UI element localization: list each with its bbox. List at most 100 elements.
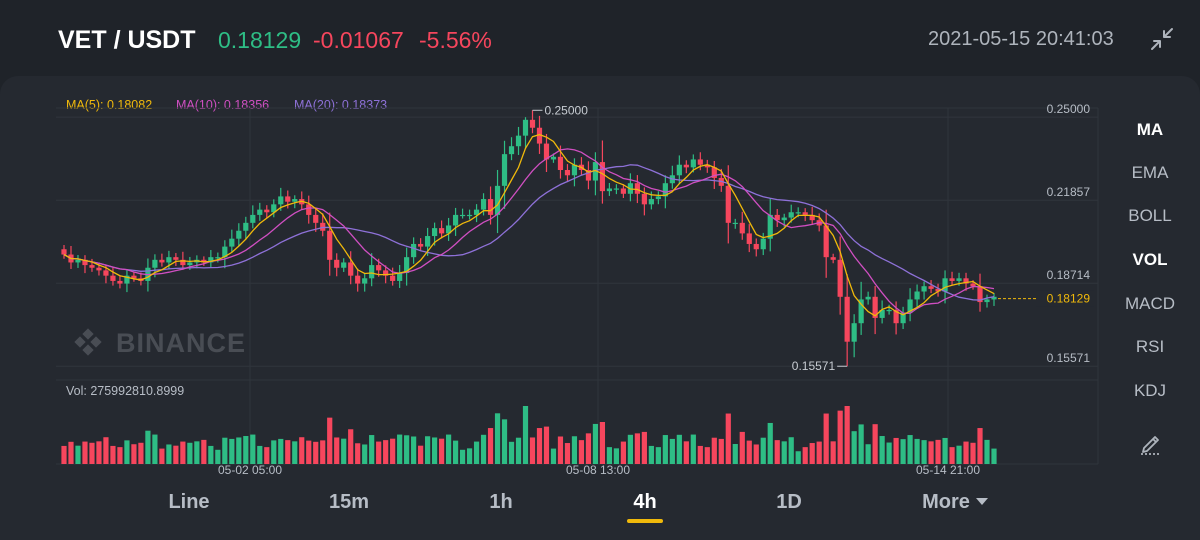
candle [376, 265, 382, 271]
side-vol[interactable]: VOL [1132, 250, 1168, 269]
volume-bar [592, 423, 599, 464]
candle [634, 183, 640, 194]
volume-bar [487, 428, 494, 464]
volume-bar [634, 433, 640, 464]
volume-bar [942, 437, 948, 464]
candle [404, 257, 410, 274]
ma10-line [63, 148, 995, 315]
candle [390, 275, 396, 281]
candle [774, 214, 780, 221]
volume-bar [515, 437, 522, 464]
timeframe-1d[interactable]: 1D [776, 491, 802, 513]
side-macd[interactable]: MACD [1124, 294, 1176, 313]
volume-bar [110, 445, 116, 464]
pair-title[interactable]: VET / USDT [58, 26, 196, 54]
candles [61, 110, 997, 367]
volume-bar [376, 441, 382, 464]
candle [166, 257, 172, 263]
volume-bar [606, 447, 613, 464]
side-ma[interactable]: MA [1136, 120, 1164, 139]
candle [334, 259, 340, 268]
volume-bar [411, 436, 417, 464]
candle [711, 167, 717, 178]
candle [935, 288, 941, 292]
volume-bar [341, 438, 347, 464]
volume-bar [187, 442, 193, 464]
volume-bar [879, 436, 885, 464]
volume-bar [956, 445, 962, 464]
volume-bar [571, 436, 578, 464]
timeframe-more[interactable]: More [922, 491, 970, 513]
volume-bar [166, 444, 172, 464]
candle [96, 267, 102, 271]
last-price-tag-bg [1036, 290, 1094, 307]
candle [837, 259, 843, 297]
volume-bar [641, 431, 647, 464]
price-change: -0.01067 [313, 27, 404, 53]
timeframe-4h[interactable]: 4h [633, 491, 657, 513]
candle [529, 119, 536, 128]
volume-bar [418, 445, 424, 464]
draw-pen-icon[interactable] [1138, 429, 1164, 455]
volume-bar [809, 443, 815, 464]
volume-bar [397, 434, 403, 464]
candle [515, 135, 522, 147]
candle [606, 188, 613, 192]
last-price: 0.18129 [218, 27, 302, 53]
volume-bar [369, 435, 375, 464]
candle [676, 164, 682, 176]
volume-bar [907, 435, 913, 464]
candle [655, 196, 661, 200]
volume-bar [690, 434, 696, 464]
volume-bar [75, 445, 81, 464]
candle [984, 299, 990, 303]
timeframe-15m[interactable]: 15m [328, 491, 370, 513]
candle [89, 265, 95, 268]
volume-bar [103, 437, 109, 464]
volume-bar [725, 413, 731, 464]
volume-bar [900, 439, 906, 464]
timeframe-1h[interactable]: 1h [489, 491, 513, 513]
volume-bar [438, 438, 445, 464]
candle [697, 159, 703, 165]
candle [858, 299, 864, 324]
side-rsi[interactable]: RSI [1135, 337, 1165, 356]
candle [550, 156, 557, 160]
candle [369, 265, 375, 279]
side-kdj[interactable]: KDJ [1133, 381, 1167, 400]
volume-bar [480, 434, 487, 464]
volume-bar [96, 441, 102, 464]
chevron-down-icon[interactable] [976, 498, 988, 505]
candle [362, 278, 368, 284]
side-ema[interactable]: EMA [1131, 163, 1169, 182]
volume-bar [739, 431, 745, 464]
candle [201, 259, 207, 263]
volume-bar [781, 441, 787, 464]
volume-bar [334, 437, 340, 464]
volume-label: Vol: 275992810.8999 [66, 384, 185, 398]
volume-bar [473, 441, 480, 464]
candle [222, 246, 228, 258]
volume-bar [676, 434, 682, 464]
volume-bar [830, 441, 836, 464]
candle [494, 185, 501, 215]
volume-bar [816, 441, 822, 464]
volume-bar [865, 444, 871, 464]
active-timeframe-indicator [627, 519, 663, 523]
collapse-arrows-icon[interactable] [1150, 27, 1174, 51]
volume-bar [306, 440, 312, 464]
candle [767, 214, 773, 239]
candle [802, 212, 808, 215]
timeframe-line[interactable]: Line [168, 491, 210, 513]
candle [313, 214, 319, 223]
volume-bar [432, 437, 438, 464]
side-boll[interactable]: BOLL [1128, 206, 1172, 225]
volume-bar [648, 445, 654, 464]
volume-bar [348, 429, 354, 464]
candle [977, 286, 983, 303]
volume-bar [732, 443, 738, 464]
volume-bar [404, 435, 410, 464]
volume-bar [222, 437, 228, 464]
volume-bar [984, 439, 990, 464]
